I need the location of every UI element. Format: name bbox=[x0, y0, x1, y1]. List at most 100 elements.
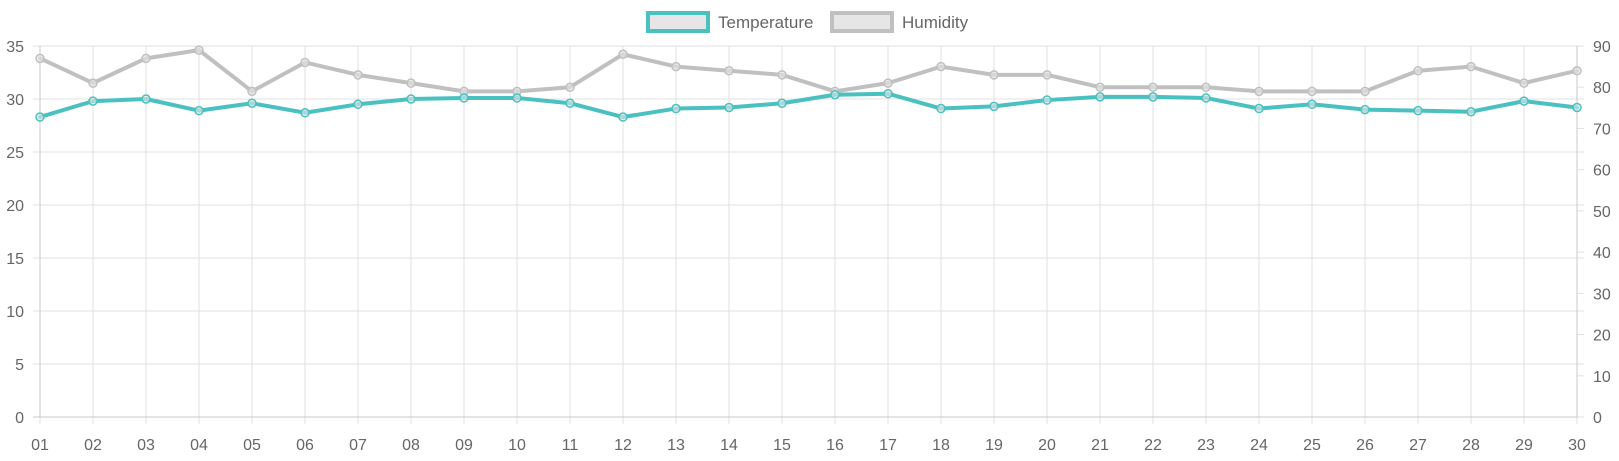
humidity-data-point[interactable] bbox=[1572, 65, 1582, 76]
temperature-data-point[interactable] bbox=[1201, 93, 1211, 103]
x-tick-label: 29 bbox=[1515, 437, 1533, 454]
temperature-data-point[interactable] bbox=[1095, 92, 1105, 102]
y-right-tick-label: 30 bbox=[1593, 286, 1611, 303]
temperature-data-point[interactable] bbox=[618, 112, 628, 122]
humidity-data-point[interactable] bbox=[1254, 86, 1264, 97]
humidity-data-point[interactable] bbox=[406, 78, 416, 88]
humidity-data-point[interactable] bbox=[777, 70, 787, 80]
humidity-data-point[interactable] bbox=[1413, 65, 1423, 76]
x-tick-label: 06 bbox=[296, 437, 314, 454]
x-tick-label: 04 bbox=[190, 437, 208, 454]
y-right-tick-label: 90 bbox=[1593, 39, 1611, 56]
temperature-data-point[interactable] bbox=[724, 102, 734, 113]
y-left-tick-label: 25 bbox=[6, 145, 24, 162]
x-tick-label: 17 bbox=[879, 437, 897, 454]
x-tick-label: 01 bbox=[31, 437, 49, 454]
x-tick-label: 19 bbox=[985, 437, 1003, 454]
temperature-data-point[interactable] bbox=[1307, 99, 1317, 110]
humidity-data-point[interactable] bbox=[353, 70, 363, 80]
x-tick-label: 12 bbox=[614, 437, 632, 454]
humidity-data-point[interactable] bbox=[1201, 82, 1211, 92]
temperature-data-point[interactable] bbox=[300, 108, 310, 118]
legend-swatch-humidity bbox=[830, 11, 894, 33]
temperature-data-point[interactable] bbox=[1254, 103, 1264, 114]
temperature-data-point[interactable] bbox=[1148, 92, 1158, 102]
humidity-data-point[interactable] bbox=[1042, 70, 1052, 80]
y-right-tick-label: 0 bbox=[1593, 410, 1602, 427]
x-tick-label: 05 bbox=[243, 437, 261, 454]
temperature-data-point[interactable] bbox=[459, 93, 469, 103]
temperature-data-point[interactable] bbox=[883, 88, 893, 99]
temperature-data-point[interactable] bbox=[406, 94, 416, 104]
humidity-data-point[interactable] bbox=[1360, 86, 1370, 97]
humidity-data-point[interactable] bbox=[883, 78, 893, 88]
temperature-data-point[interactable] bbox=[141, 94, 151, 104]
temperature-data-point[interactable] bbox=[936, 103, 946, 114]
legend-item-humidity[interactable]: Humidity bbox=[830, 11, 969, 33]
legend-item-temperature[interactable]: Temperature bbox=[646, 11, 813, 33]
x-tick-label: 14 bbox=[720, 437, 738, 454]
y-left-tick-label: 0 bbox=[15, 410, 24, 427]
temperature-data-point[interactable] bbox=[512, 93, 522, 103]
humidity-data-point[interactable] bbox=[1466, 61, 1476, 72]
humidity-data-point[interactable] bbox=[141, 53, 151, 64]
humidity-data-point[interactable] bbox=[618, 49, 628, 59]
x-tick-label: 25 bbox=[1303, 437, 1321, 454]
humidity-data-point[interactable] bbox=[1519, 78, 1529, 88]
temperature-data-point[interactable] bbox=[1360, 104, 1370, 115]
temperature-data-point[interactable] bbox=[194, 105, 204, 116]
humidity-data-point[interactable] bbox=[724, 65, 734, 76]
temperature-data-point[interactable] bbox=[247, 98, 257, 108]
temperature-data-point[interactable] bbox=[1572, 102, 1582, 113]
humidity-data-point[interactable] bbox=[1307, 86, 1317, 97]
x-tick-label: 28 bbox=[1462, 437, 1480, 454]
axes: 01 02 03 04 05 06 07 08 09 10 11 12 13 14 15 16 17 18 19 20… bbox=[6, 39, 1611, 454]
temperature-data-point[interactable] bbox=[1466, 106, 1476, 117]
humidity-data-point[interactable] bbox=[1095, 82, 1105, 92]
legend[interactable]: Temperature Humidity bbox=[646, 11, 969, 33]
y-right-tick-label: 80 bbox=[1593, 80, 1611, 97]
temperature-data-point[interactable] bbox=[777, 98, 787, 108]
humidity-data-point[interactable] bbox=[565, 82, 575, 92]
x-tick-label: 09 bbox=[455, 437, 473, 454]
x-tick-label: 22 bbox=[1144, 437, 1162, 454]
humidity-data-point[interactable] bbox=[88, 78, 98, 88]
y-right-tick-label: 70 bbox=[1593, 121, 1611, 138]
x-tick-label: 23 bbox=[1197, 437, 1215, 454]
temperature-data-point[interactable] bbox=[88, 96, 98, 106]
series-lines bbox=[35, 45, 1582, 122]
humidity-data-point[interactable] bbox=[989, 70, 999, 80]
y-left-tick-label: 20 bbox=[6, 198, 24, 215]
humidity-data-point[interactable] bbox=[300, 57, 310, 68]
y-left-tick-label: 5 bbox=[15, 357, 24, 374]
temperature-data-point[interactable] bbox=[830, 90, 840, 100]
x-tick-label: 08 bbox=[402, 437, 420, 454]
temperature-data-point[interactable] bbox=[565, 98, 575, 108]
x-tick-label: 20 bbox=[1038, 437, 1056, 454]
x-tick-label: 21 bbox=[1091, 437, 1109, 454]
humidity-data-point[interactable] bbox=[194, 45, 204, 55]
humidity-series-line bbox=[38, 48, 1579, 94]
temperature-data-point[interactable] bbox=[989, 101, 999, 112]
y-right-tick-label: 40 bbox=[1593, 245, 1611, 262]
y-left-tick-label: 35 bbox=[6, 39, 24, 56]
y-left-tick-label: 15 bbox=[6, 251, 24, 268]
temperature-data-point[interactable] bbox=[1042, 95, 1052, 105]
temperature-data-point[interactable] bbox=[671, 103, 681, 114]
grid-lines bbox=[33, 45, 1584, 424]
humidity-data-point[interactable] bbox=[1148, 82, 1158, 92]
x-tick-label: 13 bbox=[667, 437, 685, 454]
temperature-data-point[interactable] bbox=[1519, 96, 1529, 106]
y-right-tick-label: 50 bbox=[1593, 204, 1611, 221]
humidity-data-point[interactable] bbox=[936, 61, 946, 72]
x-tick-label: 03 bbox=[137, 437, 155, 454]
x-tick-label: 16 bbox=[826, 437, 844, 454]
humidity-data-point[interactable] bbox=[35, 53, 45, 64]
temperature-data-point[interactable] bbox=[35, 112, 45, 122]
temperature-data-point[interactable] bbox=[353, 99, 363, 110]
temperature-data-point[interactable] bbox=[1413, 105, 1423, 116]
humidity-data-point[interactable] bbox=[671, 61, 681, 72]
x-tick-label: 15 bbox=[773, 437, 791, 454]
humidity-data-point[interactable] bbox=[247, 86, 257, 97]
